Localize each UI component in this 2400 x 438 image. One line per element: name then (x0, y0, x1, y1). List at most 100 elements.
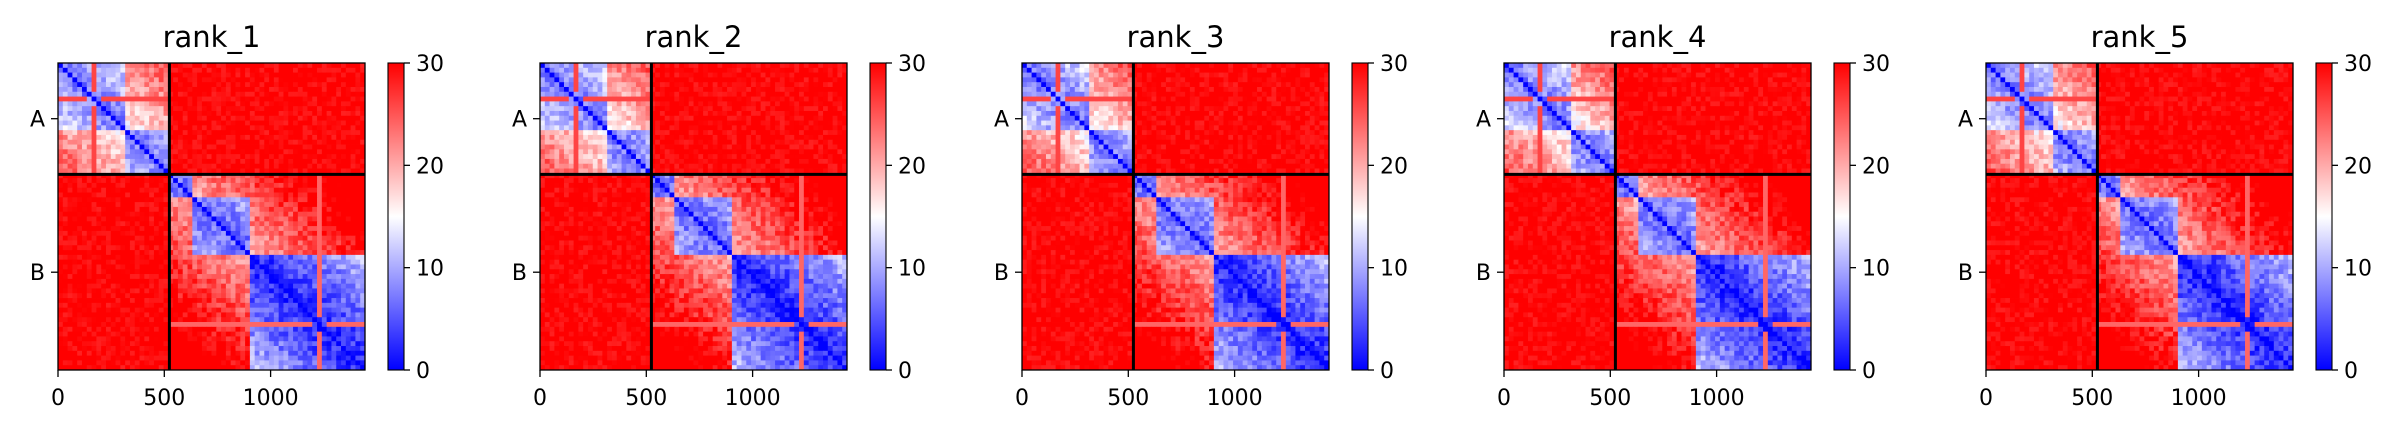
heatmap-cell (288, 183, 293, 188)
heatmap-cell (140, 82, 145, 87)
heatmap-cell (101, 236, 106, 241)
heatmap-cell (202, 236, 207, 241)
heatmap-cell (154, 264, 159, 269)
heatmap-cell (125, 250, 130, 255)
heatmap-cell (631, 97, 636, 102)
heatmap-cell (188, 207, 193, 212)
heatmap-cell (322, 279, 327, 284)
heatmap-cell (351, 125, 356, 130)
heatmap-cell (216, 269, 221, 274)
heatmap-cell (87, 346, 92, 351)
heatmap-cell (250, 101, 255, 106)
heatmap-cell (130, 279, 135, 284)
heatmap-cell (279, 116, 284, 121)
heatmap-cell (226, 308, 231, 313)
heatmap-cell (216, 231, 221, 236)
heatmap-cell (82, 145, 87, 150)
heatmap-cell (231, 217, 236, 222)
heatmap-cell (317, 236, 322, 241)
heatmap-cell (125, 111, 130, 116)
heatmap-cell (192, 97, 197, 102)
heatmap-cell (804, 106, 809, 111)
heatmap-cell (82, 125, 87, 130)
heatmap-cell (737, 111, 742, 116)
heatmap-cell (111, 68, 116, 73)
heatmap-cell (68, 68, 73, 73)
heatmap-cell (207, 221, 212, 226)
heatmap-cell (240, 351, 245, 356)
heatmap-cell (298, 202, 303, 207)
heatmap-cell (574, 106, 579, 111)
heatmap-cell (809, 121, 814, 126)
heatmap-cell (355, 125, 360, 130)
heatmap-cell (178, 288, 183, 293)
heatmap-cell (101, 274, 106, 279)
heatmap-cell (226, 145, 231, 150)
heatmap-cell (655, 97, 660, 102)
heatmap-cell (269, 106, 274, 111)
heatmap-cell (660, 101, 665, 106)
heatmap-cell (312, 159, 317, 164)
heatmap-cell (312, 336, 317, 341)
heatmap-cell (96, 116, 101, 121)
heatmap-cell (612, 125, 617, 130)
heatmap-cell (92, 255, 97, 260)
heatmap-cell (336, 87, 341, 92)
heatmap-cell (58, 149, 63, 154)
heatmap-cell (264, 336, 269, 341)
heatmap-cell (622, 111, 627, 116)
heatmap-cell (269, 255, 274, 260)
heatmap-cell (101, 312, 106, 317)
heatmap-cell (106, 231, 111, 236)
heatmap-cell (77, 236, 82, 241)
heatmap-cell (125, 260, 130, 265)
heatmap-cell (255, 135, 260, 140)
heatmap-cell (274, 245, 279, 250)
heatmap-cell (602, 77, 607, 82)
heatmap-cell (259, 221, 264, 226)
heatmap-cell (106, 312, 111, 317)
heatmap-cell (264, 116, 269, 121)
heatmap-cell (154, 197, 159, 202)
heatmap-cell (183, 63, 188, 68)
heatmap-cell (92, 327, 97, 332)
heatmap-cell (607, 87, 612, 92)
heatmap-cell (106, 346, 111, 351)
heatmap-cell (68, 164, 73, 169)
heatmap-cell (823, 101, 828, 106)
heatmap-cell (756, 125, 761, 130)
heatmap-cell (336, 260, 341, 265)
heatmap-cell (593, 92, 598, 97)
heatmap-cell (63, 255, 68, 260)
heatmap-cell (183, 178, 188, 183)
heatmap-cell (125, 303, 130, 308)
heatmap-cell (765, 68, 770, 73)
heatmap-cell (231, 236, 236, 241)
heatmap-cell (130, 293, 135, 298)
heatmap-cell (173, 217, 178, 222)
heatmap-cell (120, 121, 125, 126)
heatmap-cell (331, 250, 336, 255)
heatmap-cell (746, 97, 751, 102)
heatmap-cell (665, 92, 670, 97)
heatmap-cell (264, 154, 269, 159)
heatmap-cell (120, 149, 125, 154)
heatmap-cell (631, 106, 636, 111)
heatmap-cell (550, 111, 555, 116)
heatmap-cell (351, 274, 356, 279)
heatmap-cell (135, 149, 140, 154)
heatmap-cell (689, 77, 694, 82)
heatmap-cell (72, 164, 77, 169)
heatmap-cell (288, 135, 293, 140)
heatmap-cell (341, 159, 346, 164)
heatmap-cell (264, 312, 269, 317)
heatmap-cell (283, 63, 288, 68)
heatmap-cell (569, 77, 574, 82)
heatmap-cell (149, 245, 154, 250)
heatmap-cell (737, 116, 742, 121)
heatmap-cell (212, 341, 217, 346)
heatmap-cell (111, 125, 116, 130)
heatmap-cell (761, 82, 766, 87)
heatmap-cell (322, 130, 327, 135)
heatmap-cell (274, 312, 279, 317)
